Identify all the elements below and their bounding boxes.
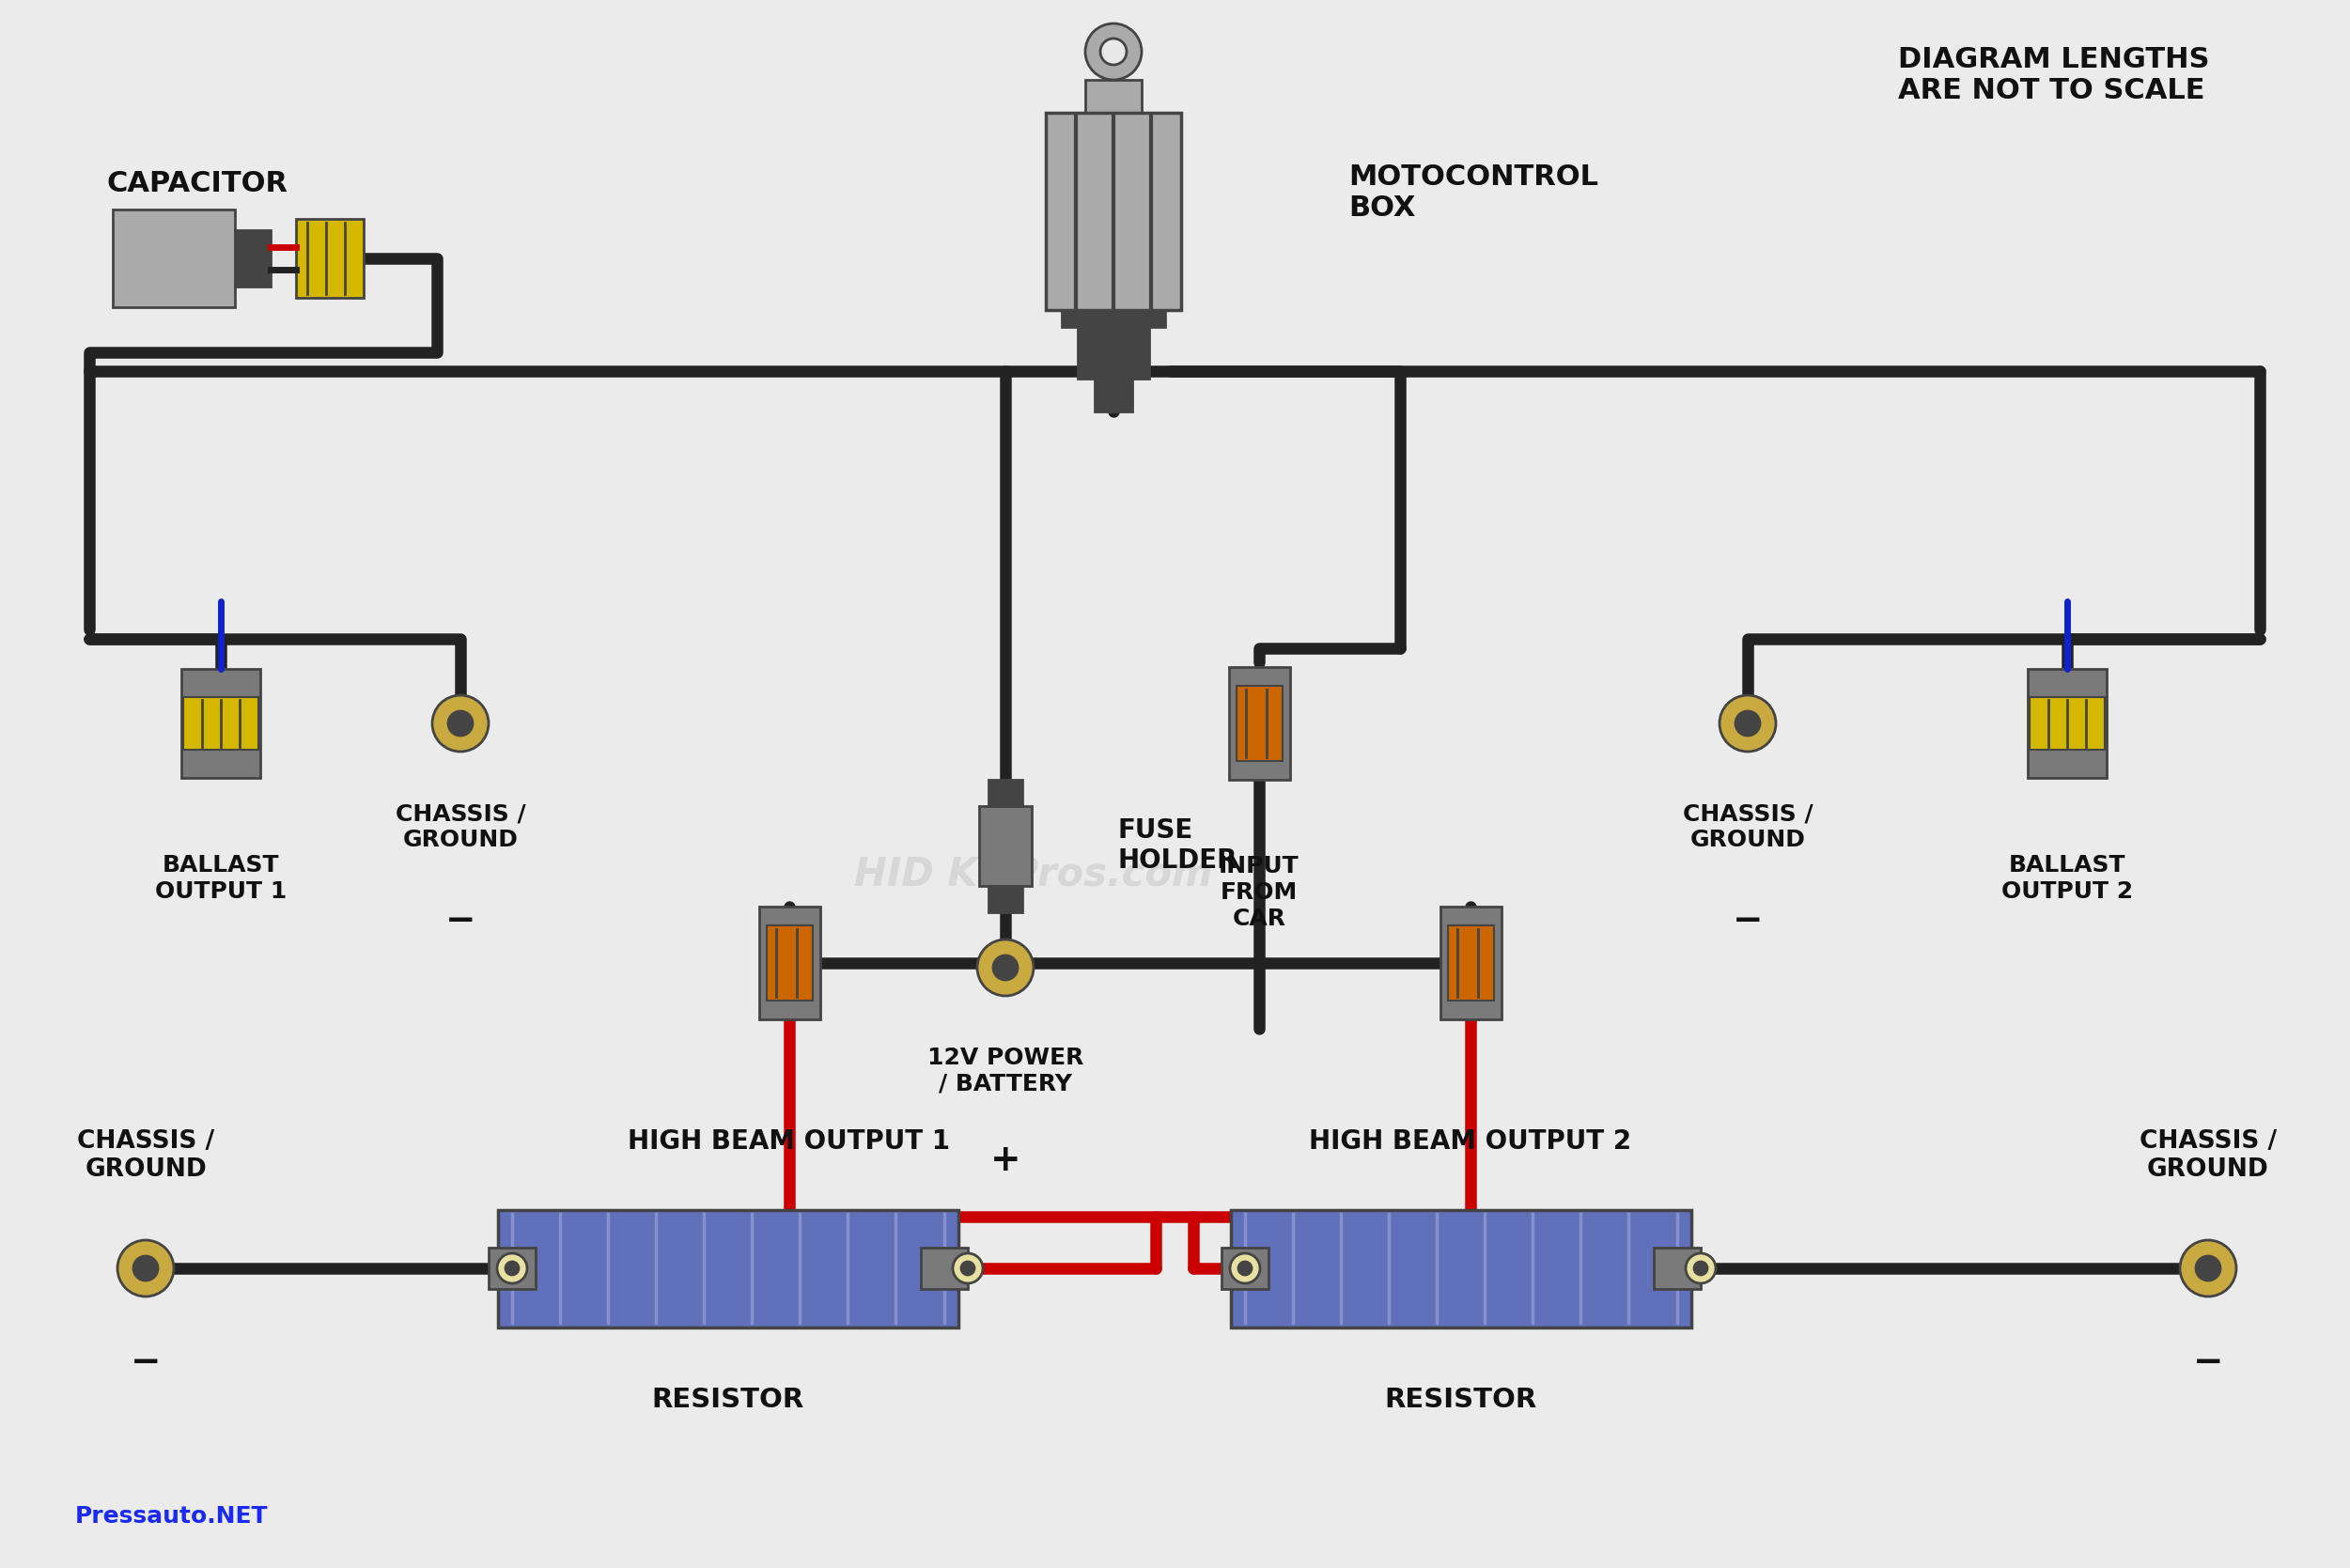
Bar (759, 906, 820, 1019)
Bar (1222, 1248, 1269, 1289)
Text: CHASSIS /
GROUND: CHASSIS / GROUND (1683, 803, 1812, 851)
Circle shape (134, 1256, 157, 1281)
Bar (183, 698, 258, 750)
Bar (989, 779, 1022, 806)
Circle shape (1229, 1253, 1260, 1283)
Circle shape (2181, 1240, 2237, 1297)
Bar (235, 230, 270, 287)
Bar (1236, 685, 1283, 760)
Circle shape (961, 1262, 975, 1275)
Bar (2028, 670, 2106, 778)
Bar (980, 806, 1032, 886)
Circle shape (1086, 24, 1142, 80)
Circle shape (994, 955, 1018, 980)
Text: DIAGRAM LENGTHS
ARE NOT TO SCALE: DIAGRAM LENGTHS ARE NOT TO SCALE (1899, 45, 2209, 105)
Text: −: − (1732, 903, 1762, 939)
Bar (989, 886, 1022, 913)
Text: CAPACITOR: CAPACITOR (106, 169, 289, 198)
Circle shape (1100, 39, 1126, 64)
Bar (296, 220, 364, 298)
Circle shape (498, 1253, 526, 1283)
Bar (1046, 113, 1182, 310)
Text: +: + (989, 1143, 1020, 1178)
Text: −: − (444, 903, 475, 939)
Text: INPUT
FROM
CAR: INPUT FROM CAR (1220, 855, 1300, 930)
Bar (921, 1248, 968, 1289)
Bar (1231, 1210, 1692, 1328)
Bar (1229, 666, 1290, 779)
Bar (498, 1210, 959, 1328)
Bar (113, 210, 235, 307)
Text: HIGH BEAM OUTPUT 2: HIGH BEAM OUTPUT 2 (1309, 1129, 1631, 1154)
Bar (766, 925, 813, 1000)
Circle shape (1694, 1262, 1708, 1275)
Bar (1062, 310, 1166, 328)
Text: HID KitPros.com: HID KitPros.com (855, 855, 1213, 894)
Circle shape (505, 1262, 519, 1275)
Text: Pressauto.NET: Pressauto.NET (75, 1505, 268, 1527)
Circle shape (449, 712, 472, 735)
Bar (1448, 925, 1495, 1000)
Bar (181, 670, 261, 778)
Circle shape (1238, 1262, 1253, 1275)
Text: CHASSIS /
GROUND: CHASSIS / GROUND (395, 803, 526, 851)
Text: −: − (2193, 1344, 2223, 1380)
Bar (1086, 80, 1142, 113)
Text: CHASSIS /
GROUND: CHASSIS / GROUND (2138, 1129, 2277, 1182)
Bar (1095, 378, 1133, 411)
Text: 12V POWER
/ BATTERY: 12V POWER / BATTERY (928, 1047, 1083, 1096)
Text: MOTOCONTROL
BOX: MOTOCONTROL BOX (1349, 163, 1598, 223)
Bar (1079, 328, 1149, 378)
Bar (2030, 698, 2106, 750)
Text: BALLAST
OUTPUT 1: BALLAST OUTPUT 1 (155, 855, 287, 903)
Circle shape (978, 939, 1034, 996)
Text: −: − (129, 1344, 160, 1380)
Circle shape (1737, 712, 1760, 735)
Text: RESISTOR: RESISTOR (651, 1386, 804, 1413)
Circle shape (1685, 1253, 1715, 1283)
Bar (1654, 1248, 1701, 1289)
Text: FUSE
HOLDER: FUSE HOLDER (1119, 817, 1238, 873)
Text: RESISTOR: RESISTOR (1384, 1386, 1537, 1413)
Text: BALLAST
OUTPUT 2: BALLAST OUTPUT 2 (2002, 855, 2134, 903)
Circle shape (2195, 1256, 2221, 1281)
Text: CHASSIS /
GROUND: CHASSIS / GROUND (78, 1129, 214, 1182)
Bar (489, 1248, 536, 1289)
Text: HIGH BEAM OUTPUT 1: HIGH BEAM OUTPUT 1 (627, 1129, 949, 1154)
Circle shape (1720, 695, 1777, 751)
Bar (1441, 906, 1502, 1019)
Circle shape (118, 1240, 174, 1297)
Circle shape (952, 1253, 982, 1283)
Circle shape (432, 695, 489, 751)
